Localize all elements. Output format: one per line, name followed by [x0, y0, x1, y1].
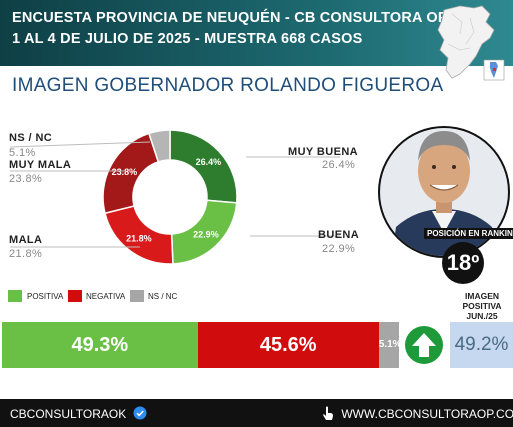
legend-swatch-ns-nc	[130, 290, 144, 302]
footer: CBCONSULTORAOK WWW.CBCONSULTORAOP.COM	[0, 399, 513, 427]
legend-positiva: POSITIVA	[27, 292, 64, 301]
value-muy-mala: 23.8%	[9, 173, 43, 185]
governor-photo	[378, 126, 510, 258]
legend-swatch-positiva	[8, 290, 22, 302]
footer-handle-text: CBCONSULTORAOK	[10, 407, 127, 421]
verified-badge-icon	[133, 406, 147, 420]
ranking-label: POSICIÓN EN RANKING	[424, 228, 513, 239]
label-mala: MALA	[9, 234, 43, 246]
donut-slice-ns-nc	[147, 129, 171, 163]
value-ns-nc: 5.1%	[9, 147, 36, 159]
bar-segment-positiva: 49.3%	[2, 322, 198, 368]
donut-label-muy-buena: 26.4%	[196, 157, 222, 167]
up-arrow-icon	[405, 326, 443, 364]
label-muy-mala: MUY MALA	[9, 159, 72, 171]
label-ns-nc: NS / NC	[9, 132, 53, 144]
donut-label-mala: 21.8%	[126, 234, 152, 244]
legend-ns-nc: NS / NC	[148, 292, 178, 301]
previous-image-title: IMAGEN POSITIVA JUN./25	[462, 291, 502, 321]
footer-handle[interactable]: CBCONSULTORAOK	[10, 406, 147, 421]
province-map-icon	[437, 5, 505, 81]
ranking-position: 18º	[442, 242, 484, 284]
bar-segment-ns-nc: 5.1%	[378, 322, 399, 368]
label-muy-buena: MUY BUENA	[288, 146, 359, 158]
chart-title: IMAGEN GOBERNADOR ROLANDO FIGUEROA	[12, 75, 444, 96]
header-subtitle: 1 AL 4 DE JULIO DE 2025 - MUESTRA 668 CA…	[12, 31, 363, 47]
header-title: ENCUESTA PROVINCIA DE NEUQUÉN - CB CONSU…	[12, 10, 448, 26]
previous-image-value: 49.2%	[450, 322, 513, 368]
donut-label-muy-mala: 23.8%	[112, 167, 138, 177]
value-buena: 22.9%	[322, 243, 356, 255]
value-mala: 21.8%	[9, 248, 43, 260]
legend-swatch-negativa	[68, 290, 82, 302]
donut-label-buena: 22.9%	[193, 230, 219, 240]
donut-chart: 26.4% 22.9% 21.8% 23.8%	[102, 129, 238, 265]
label-buena: BUENA	[318, 229, 360, 241]
legend-negativa: NEGATIVA	[86, 292, 126, 301]
footer-website-text: WWW.CBCONSULTORAOP.COM	[341, 407, 513, 421]
header-banner: ENCUESTA PROVINCIA DE NEUQUÉN - CB CONSU…	[0, 0, 513, 66]
hand-pointer-icon	[323, 406, 333, 420]
leader-ns-nc	[9, 141, 151, 148]
footer-website[interactable]: WWW.CBCONSULTORAOP.COM	[322, 406, 513, 421]
bar-segment-negativa: 45.6%	[197, 322, 379, 368]
value-muy-buena: 26.4%	[322, 159, 356, 171]
